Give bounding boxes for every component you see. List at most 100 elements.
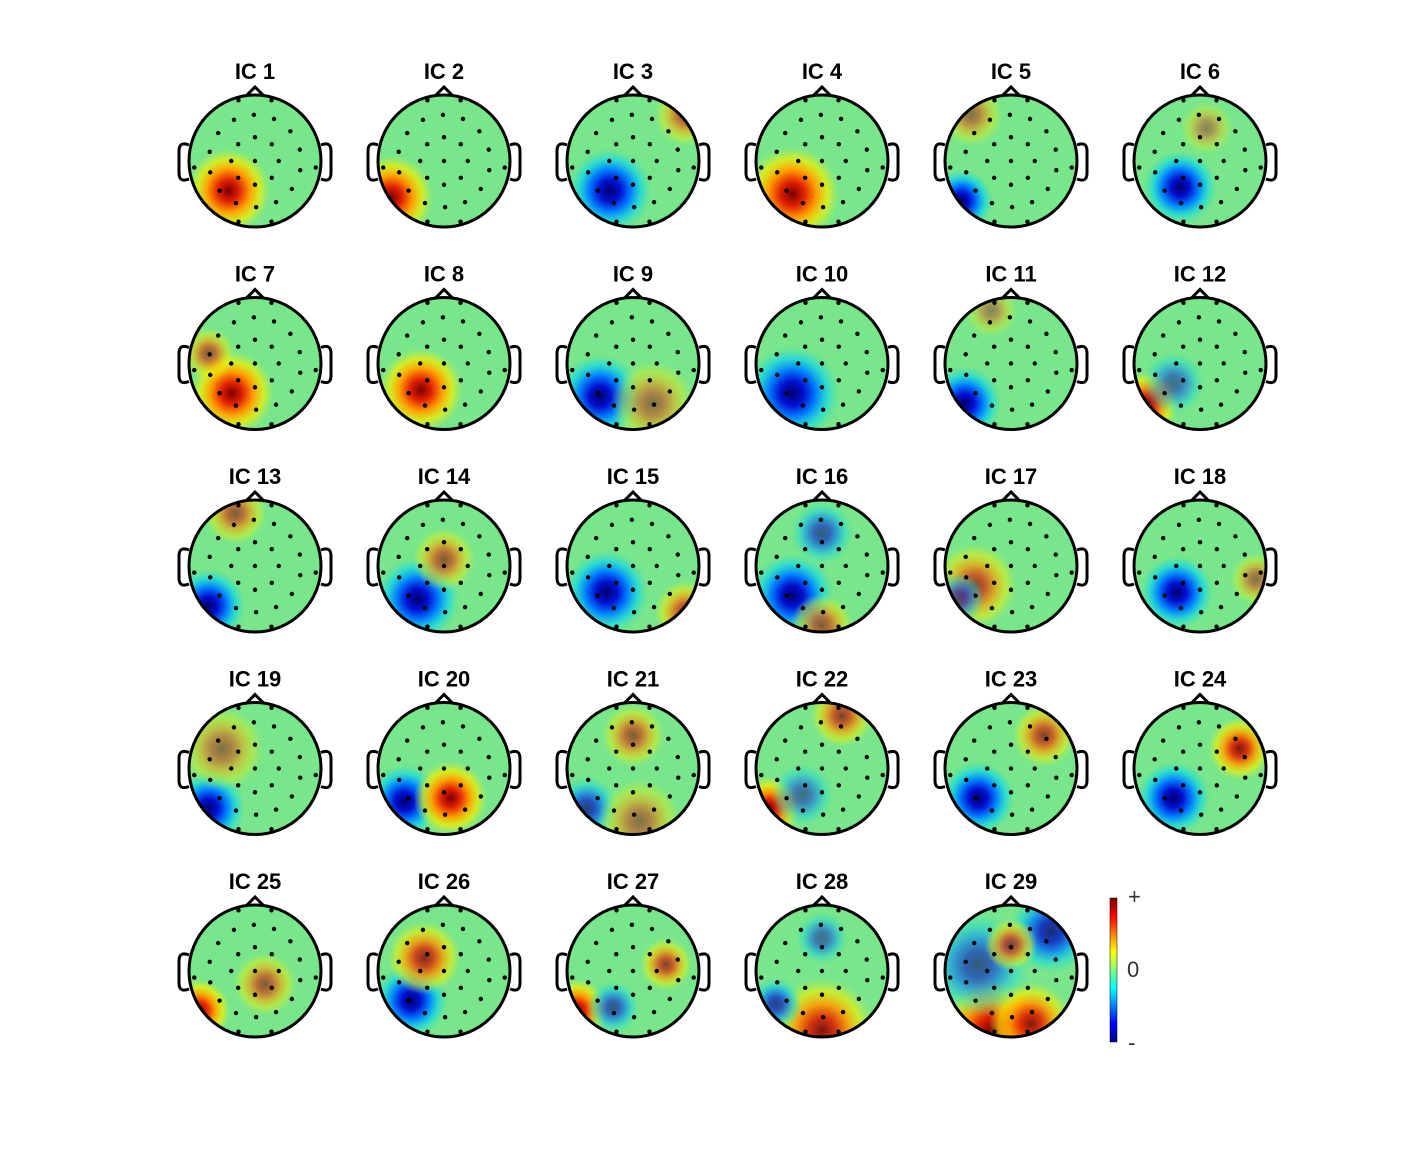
electrode <box>630 742 636 747</box>
electrode <box>253 1014 259 1020</box>
electrode <box>818 112 824 118</box>
electrode <box>1197 766 1203 771</box>
electrode <box>992 908 997 913</box>
electrode <box>271 319 277 324</box>
electrode <box>651 807 657 812</box>
electrode <box>1152 757 1157 762</box>
ear <box>744 344 757 385</box>
ear <box>366 547 379 587</box>
electrode <box>424 378 430 383</box>
topoplot: IC 1 <box>177 59 333 229</box>
electrode <box>1025 705 1030 710</box>
electrode <box>880 570 885 575</box>
head-outline <box>565 296 701 431</box>
electrode <box>798 320 804 325</box>
electrode <box>1197 361 1203 366</box>
electrode <box>269 908 274 913</box>
electrode <box>675 552 680 557</box>
electrode <box>502 367 507 373</box>
electrode <box>477 736 482 742</box>
electrode <box>458 300 463 305</box>
electrode <box>647 580 653 586</box>
electrode <box>1196 112 1202 118</box>
electrode <box>236 219 241 224</box>
electrode <box>803 422 808 427</box>
electrode <box>276 968 281 974</box>
electrode <box>1160 738 1166 743</box>
electrode <box>649 724 655 729</box>
electrode <box>297 552 302 557</box>
electrode <box>647 908 652 913</box>
electrode <box>1008 182 1014 187</box>
electrode <box>1025 175 1031 181</box>
electrode <box>1008 766 1014 771</box>
electrode <box>1214 624 1219 629</box>
electrode <box>1025 344 1031 349</box>
electrode <box>784 390 789 396</box>
electrode <box>288 534 293 539</box>
electrode <box>269 546 275 552</box>
activation-blob <box>639 938 693 991</box>
electrode <box>465 968 470 974</box>
electrode <box>570 367 575 373</box>
topoplot: IC 28 <box>744 869 900 1039</box>
electrode <box>989 1010 995 1016</box>
electrode <box>1218 402 1224 407</box>
electrode <box>273 402 279 407</box>
electrode <box>774 352 779 357</box>
electrode <box>269 300 274 305</box>
electrode <box>1180 783 1186 788</box>
electrode <box>1025 503 1030 508</box>
electrode <box>992 1029 997 1034</box>
electrode <box>971 333 977 338</box>
electrode <box>1214 300 1219 305</box>
ear <box>887 142 900 182</box>
electrode <box>458 580 464 586</box>
electrode <box>422 1010 428 1016</box>
electrode <box>1025 378 1031 383</box>
electrode <box>425 1029 430 1034</box>
electrode <box>229 361 234 366</box>
electrode <box>586 980 591 985</box>
electrode <box>418 968 423 974</box>
electrode <box>585 757 590 762</box>
nose <box>621 894 645 909</box>
ear <box>366 952 379 992</box>
topoplot: IC 15 <box>555 464 711 634</box>
electrode <box>630 182 636 187</box>
electrode <box>798 927 804 933</box>
electrode <box>1197 135 1203 140</box>
electrode <box>233 808 239 813</box>
electrode <box>630 790 636 795</box>
electrode <box>1160 130 1166 136</box>
electrode <box>1181 624 1186 629</box>
electrode <box>1181 422 1186 427</box>
nose <box>243 894 267 909</box>
electrode <box>647 624 652 629</box>
electrode <box>252 540 258 545</box>
topoplot: IC 26 <box>366 869 522 1039</box>
electrode <box>418 563 423 569</box>
electrode <box>800 605 806 611</box>
topoplot: IC 12 <box>1122 262 1278 431</box>
electrode <box>631 609 637 615</box>
electrode <box>1216 521 1222 527</box>
electrode <box>1218 807 1224 812</box>
electrode <box>803 219 808 224</box>
electrode <box>236 503 241 508</box>
electrode <box>1197 182 1203 187</box>
electrode <box>273 199 279 205</box>
electrode <box>207 149 212 155</box>
electrode <box>1214 580 1220 586</box>
panel-title: IC 2 <box>424 59 464 84</box>
electrode <box>458 1029 463 1034</box>
electrode <box>229 766 234 771</box>
ear <box>555 952 568 992</box>
electrode <box>585 959 590 965</box>
electrode <box>991 141 997 147</box>
electrode <box>441 790 447 795</box>
electrode <box>236 624 241 629</box>
electrode <box>441 563 447 569</box>
head-outline <box>187 701 323 836</box>
scalp-map <box>378 95 510 227</box>
